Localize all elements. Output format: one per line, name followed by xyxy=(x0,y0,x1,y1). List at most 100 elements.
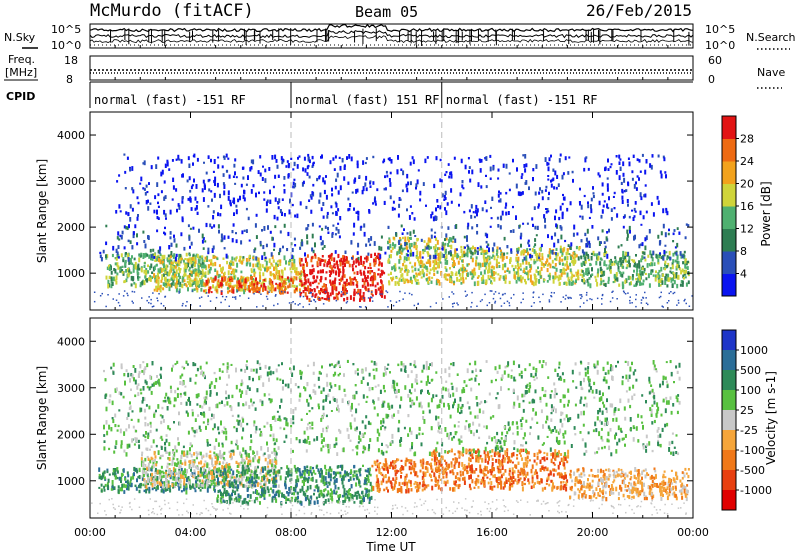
speckle-cell xyxy=(207,295,209,297)
data-cell xyxy=(531,217,534,221)
colorbar-swatch xyxy=(722,161,736,184)
data-cell xyxy=(470,250,473,255)
data-cell xyxy=(232,262,235,266)
data-cell xyxy=(490,256,493,259)
data-cell xyxy=(201,255,204,260)
data-cell xyxy=(356,271,359,275)
data-cell xyxy=(103,470,106,474)
data-cell xyxy=(251,287,254,291)
data-cell xyxy=(338,282,341,286)
data-cell xyxy=(350,281,353,286)
data-cell xyxy=(288,283,291,288)
data-cell xyxy=(345,261,348,264)
data-cell xyxy=(606,253,609,259)
data-cell xyxy=(435,261,438,266)
data-cell xyxy=(306,485,309,491)
data-cell xyxy=(263,481,266,486)
data-cell xyxy=(622,161,625,167)
data-cell xyxy=(615,155,618,158)
data-cell xyxy=(380,262,383,267)
data-cell xyxy=(303,282,306,286)
data-cell xyxy=(225,281,228,286)
data-cell xyxy=(355,470,358,473)
data-cell xyxy=(150,263,153,269)
data-cell xyxy=(153,288,156,292)
data-cell xyxy=(491,276,494,280)
data-cell xyxy=(550,179,552,183)
data-cell xyxy=(242,194,245,199)
data-cell xyxy=(580,256,583,260)
data-cell xyxy=(333,263,336,266)
data-cell xyxy=(242,257,245,262)
data-cell xyxy=(325,175,327,178)
data-cell xyxy=(381,287,384,291)
data-cell xyxy=(112,472,115,476)
data-cell xyxy=(409,276,412,281)
data-cell xyxy=(402,170,405,176)
data-region-3 xyxy=(299,252,386,302)
data-cell xyxy=(454,248,457,252)
data-cell xyxy=(548,157,551,162)
data-cell xyxy=(572,261,575,266)
data-cell xyxy=(166,257,169,261)
data-cell xyxy=(274,174,277,179)
data-cell xyxy=(233,479,236,484)
data-cell xyxy=(594,275,597,279)
data-cell xyxy=(429,255,432,260)
speckle-cell xyxy=(146,299,148,302)
data-cell xyxy=(422,249,424,252)
data-cell xyxy=(306,261,309,266)
data-cell xyxy=(379,291,382,297)
data-cell xyxy=(435,207,437,212)
data-cell xyxy=(295,287,298,291)
data-cell xyxy=(269,189,271,195)
data-cell xyxy=(211,198,213,202)
data-cell xyxy=(667,277,670,282)
data-cell xyxy=(125,252,127,255)
data-cell xyxy=(420,238,423,242)
data-cell xyxy=(218,229,220,234)
data-cell xyxy=(241,457,244,463)
data-cell xyxy=(216,467,219,472)
data-cell xyxy=(307,278,310,284)
data-cell xyxy=(515,280,518,284)
data-cell xyxy=(476,230,479,235)
data-cell xyxy=(299,273,302,278)
data-cell xyxy=(178,486,181,491)
data-cell xyxy=(367,288,370,292)
data-cell xyxy=(444,273,447,278)
data-cell xyxy=(114,475,117,480)
data-cell xyxy=(188,481,191,485)
data-cell xyxy=(438,247,441,251)
data-cell xyxy=(659,170,662,174)
data-cell xyxy=(508,280,511,285)
data-cell xyxy=(519,268,522,271)
data-cell xyxy=(238,283,241,288)
data-cell xyxy=(219,489,221,493)
data-cell xyxy=(603,283,606,286)
data-cell xyxy=(274,287,277,292)
data-cell xyxy=(627,275,630,281)
data-cell xyxy=(172,475,175,481)
data-cell xyxy=(111,480,114,485)
speckle-cell xyxy=(152,305,155,307)
data-cell xyxy=(136,268,139,274)
data-cell xyxy=(202,247,205,250)
data-cell xyxy=(339,261,342,267)
data-cell xyxy=(266,477,269,482)
data-cell xyxy=(559,276,562,280)
data-cell xyxy=(293,492,296,496)
data-cell xyxy=(445,171,448,174)
data-cell xyxy=(259,275,262,280)
data-cell xyxy=(152,248,155,252)
data-cell xyxy=(513,271,516,276)
data-cell xyxy=(675,252,678,256)
data-cell xyxy=(115,248,118,253)
data-cell xyxy=(257,170,260,174)
speckle-cell xyxy=(448,296,450,298)
data-cell xyxy=(545,208,547,210)
data-cell xyxy=(510,251,513,254)
data-cell xyxy=(426,251,429,254)
data-cell xyxy=(509,257,512,262)
data-cell xyxy=(509,230,512,233)
